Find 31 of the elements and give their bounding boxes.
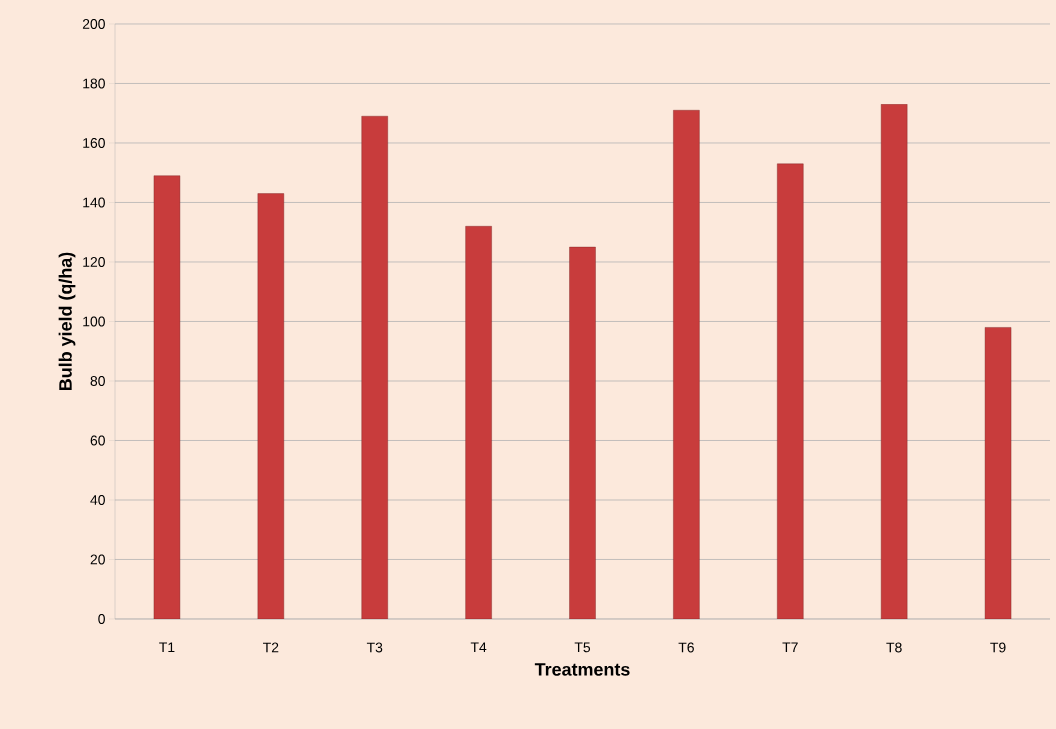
x-tick-label: T6 xyxy=(678,642,694,653)
y-tick-label: 100 xyxy=(83,316,105,327)
y-tick-label: 120 xyxy=(83,257,105,267)
bar xyxy=(257,193,285,619)
x-tick-label: T3 xyxy=(366,642,383,653)
x-tick-label: T1 xyxy=(159,642,175,653)
y-tick-label: 180 xyxy=(83,78,105,89)
x-tick-label: T7 xyxy=(782,642,798,653)
bar xyxy=(777,163,804,619)
y-axis-title: Bulb yield (q/ha) xyxy=(58,252,76,391)
y-tick-label: 60 xyxy=(90,435,105,446)
bar xyxy=(880,104,908,619)
bar xyxy=(673,110,700,619)
y-tick-label: 200 xyxy=(82,19,105,29)
x-axis-title: Treatments xyxy=(534,663,630,676)
x-tick-label: T9 xyxy=(990,642,1006,653)
y-tick-label: 0 xyxy=(98,614,105,624)
x-tick-label: T5 xyxy=(574,642,591,653)
y-tick-label: 160 xyxy=(83,138,105,148)
x-tick-label: T2 xyxy=(263,642,279,653)
x-tick-label: T4 xyxy=(470,642,487,653)
y-tick-label: 40 xyxy=(90,495,105,505)
bar xyxy=(569,246,596,619)
x-tick-label: T8 xyxy=(886,642,902,653)
bar xyxy=(153,175,181,619)
y-tick-label: 80 xyxy=(90,376,105,386)
y-tick-label: 20 xyxy=(90,554,105,565)
bar xyxy=(984,327,1012,619)
y-tick-label: 140 xyxy=(83,197,105,208)
bar xyxy=(465,226,492,619)
bar xyxy=(361,116,388,619)
